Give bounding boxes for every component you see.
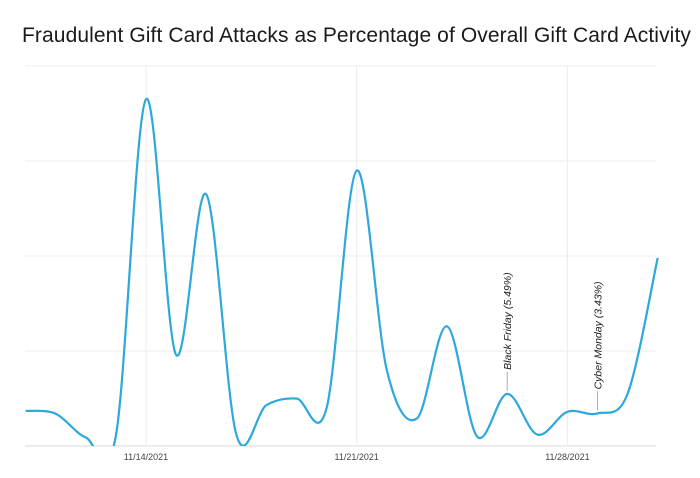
x-tick-label: 11/28/2021 bbox=[545, 452, 589, 462]
x-tick-label: 11/14/2021 bbox=[124, 452, 168, 462]
annotation-label: Black Friday (5.49%) bbox=[502, 272, 514, 369]
annotations-layer: Black Friday (5.49%) Cyber Monday (3.43%) bbox=[502, 272, 605, 411]
series-layer bbox=[25, 98, 659, 446]
annotation-label: Cyber Monday (3.43%) bbox=[593, 281, 605, 389]
x-tick-label: 11/21/2021 bbox=[335, 452, 379, 462]
series-line bbox=[25, 98, 659, 446]
grid-lines bbox=[25, 65, 656, 447]
x-axis-ticks: 11/14/2021 11/21/2021 11/28/2021 bbox=[124, 452, 590, 462]
chart-title: Fraudulent Gift Card Attacks as Percenta… bbox=[22, 24, 691, 47]
